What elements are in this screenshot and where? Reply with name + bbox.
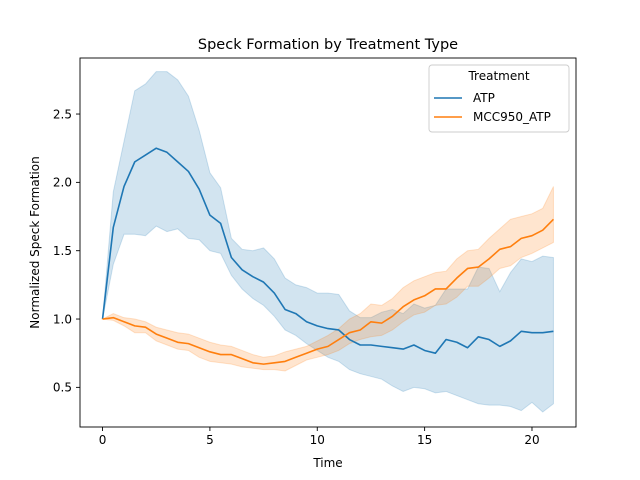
y-tick-label: 2.5 xyxy=(53,107,72,121)
legend: Treatment ATP MCC950_ATP xyxy=(428,64,570,133)
y-tick-label: 1.5 xyxy=(53,244,72,258)
y-tick-label: 1.0 xyxy=(53,312,72,326)
band-atp xyxy=(102,71,554,413)
line-mcc950-atp xyxy=(102,218,555,365)
legend-label-mcc950: MCC950_ATP xyxy=(473,110,551,124)
confidence-bands xyxy=(100,71,554,413)
y-tick-label: 0.5 xyxy=(53,381,72,395)
x-axis-label: Time xyxy=(312,456,342,470)
legend-label-atp: ATP xyxy=(473,91,495,105)
x-tick-label: 0 xyxy=(99,433,107,447)
x-axis: 0 5 10 15 20 xyxy=(99,427,540,447)
y-axis: 0.5 1.0 1.5 2.0 2.5 xyxy=(53,107,80,395)
legend-box xyxy=(428,64,570,133)
legend-title: Treatment xyxy=(467,69,529,83)
y-axis-label: Normalized Speck Formation xyxy=(28,156,42,328)
plot-area xyxy=(79,57,577,428)
line-atp xyxy=(101,147,554,355)
chart-title: Speck Formation by Treatment Type xyxy=(198,37,458,53)
x-tick-label: 20 xyxy=(524,433,539,447)
x-tick-label: 5 xyxy=(206,433,214,447)
x-tick-label: 15 xyxy=(417,433,432,447)
plot-frame xyxy=(79,57,577,428)
band-mcc950-atp xyxy=(100,186,554,372)
x-tick-label: 10 xyxy=(310,433,325,447)
series-lines xyxy=(101,147,555,365)
y-tick-label: 2.0 xyxy=(53,176,72,190)
